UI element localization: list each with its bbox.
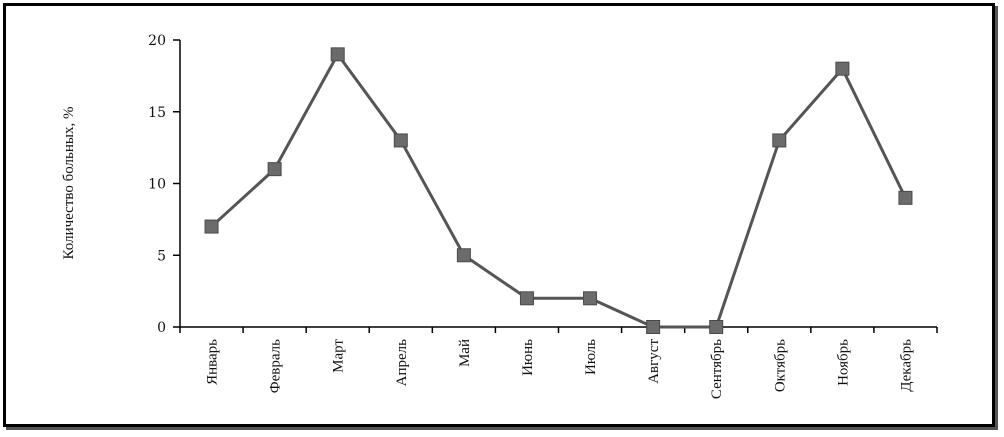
data-point [898,190,913,205]
data-point [456,248,471,263]
data-point [835,61,850,76]
data-point [330,47,345,62]
x-category-label: Июль [583,339,599,375]
chart-axes [179,40,937,328]
y-axis-label: Количество больных, % [61,107,77,260]
x-category-label: Январь [205,339,221,385]
y-tick-label: 15 [148,105,166,121]
y-tick-label: 5 [157,248,166,264]
data-point [393,133,408,148]
data-point [204,219,219,234]
data-series [204,47,913,334]
x-category-label: Апрель [394,339,410,387]
x-category-label: Сентябрь [709,339,725,399]
x-category-label: Май [457,339,473,367]
data-point [583,291,598,306]
y-tick-label: 10 [148,177,166,193]
chart-frame [3,3,995,427]
x-category-label: Ноябрь [835,339,851,386]
data-point [709,320,724,334]
x-axis-ticks: Январь Февраль Март Апрель Май Июнь Июль Август… [179,327,938,399]
x-category-label: Июнь [520,339,536,376]
series-line [210,52,907,329]
data-point [772,133,787,148]
y-axis-ticks: 0 5 10 15 20 [148,33,180,336]
x-category-label: Август [646,339,662,384]
y-tick-label: 20 [148,33,166,49]
data-point [267,162,282,177]
x-category-label: Март [331,339,347,373]
data-point [519,291,534,306]
x-category-label: Февраль [268,339,284,393]
x-category-label: Декабрь [898,339,914,392]
y-tick-label: 0 [157,320,166,336]
x-category-label: Октябрь [772,339,788,392]
data-point [646,320,661,334]
